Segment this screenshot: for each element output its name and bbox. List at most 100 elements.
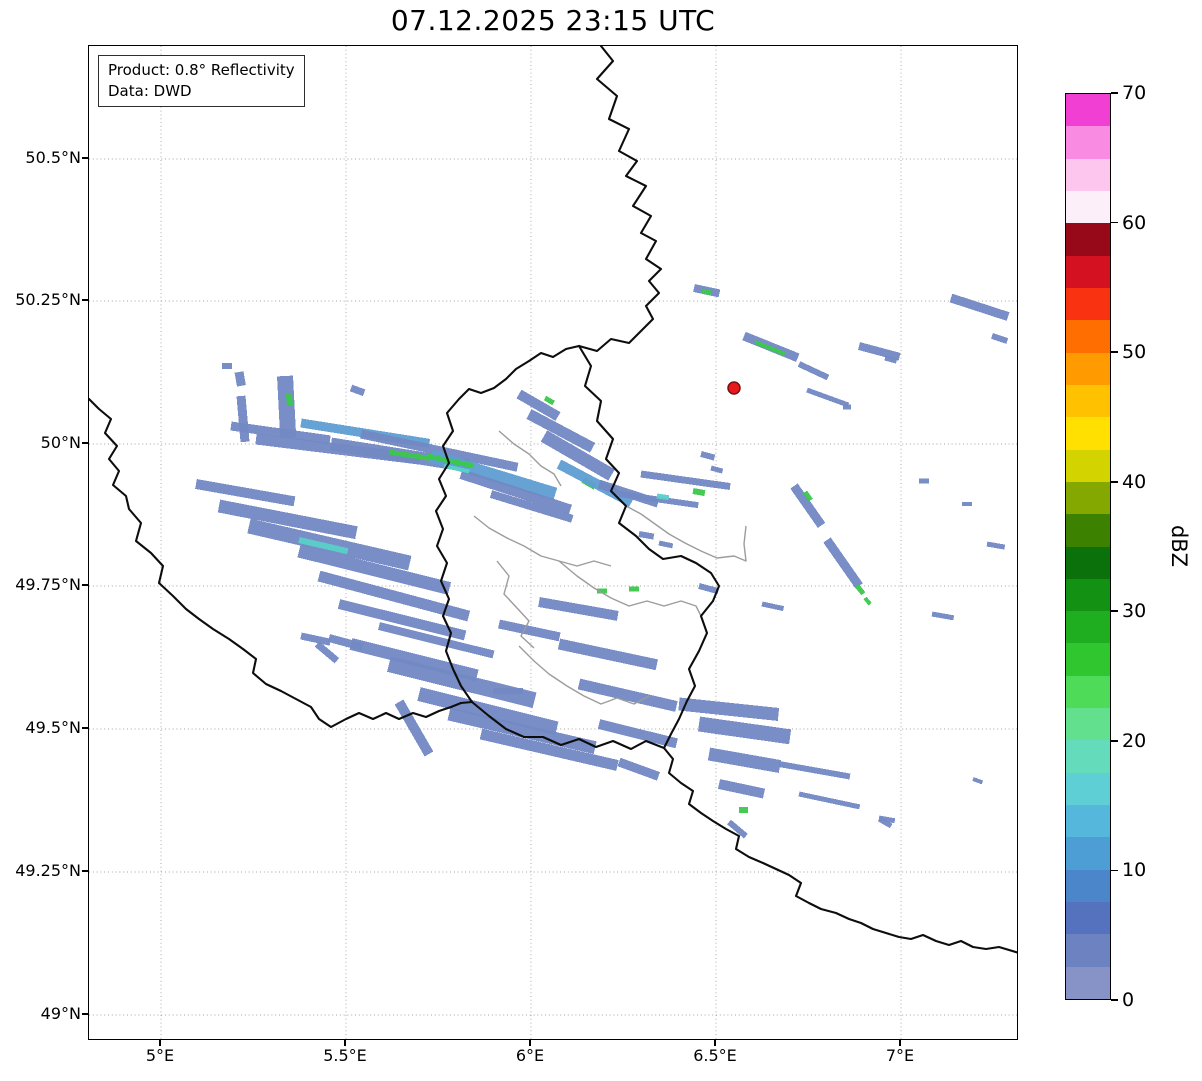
x-tick-mark	[714, 1040, 716, 1046]
radar-echo	[798, 791, 861, 810]
colorbar-tick-label: 70	[1122, 82, 1147, 104]
colorbar-segment	[1066, 578, 1110, 612]
radar-echo	[754, 340, 786, 356]
radar-echo	[701, 288, 712, 296]
radar-echo	[317, 570, 471, 622]
colorbar-segment	[1066, 481, 1110, 515]
radar-echo	[300, 632, 332, 646]
x-tick-label: 5.5°E	[323, 1046, 367, 1065]
colorbar-segment	[1066, 934, 1110, 967]
x-tick-label: 6.5°E	[693, 1046, 737, 1065]
radar-echo	[597, 719, 678, 749]
colorbar-label: dBZ	[1167, 524, 1191, 568]
radar-echo	[378, 622, 495, 659]
y-tick-label: 50.25°N	[15, 290, 81, 309]
radar-echo	[277, 375, 297, 439]
colorbar-tick-mark	[1111, 480, 1118, 483]
radar-echo	[806, 387, 850, 408]
colorbar-segment	[1066, 255, 1110, 288]
y-tick-label: 50.5°N	[25, 148, 81, 167]
product-info-line1: Product: 0.8° Reflectivity	[108, 61, 295, 79]
colorbar-tick-label: 40	[1122, 470, 1147, 493]
radar-echo	[727, 819, 748, 839]
admin-border	[496, 560, 535, 649]
country-border	[577, 46, 663, 353]
colorbar-segment	[1066, 320, 1110, 353]
colorbar-segment	[1066, 837, 1110, 870]
radar-echo	[707, 747, 782, 773]
colorbar-segment	[1066, 611, 1110, 644]
colorbar-gradient	[1066, 94, 1110, 999]
radar-echo	[538, 597, 619, 621]
radar-echo	[700, 451, 716, 461]
y-tick-label: 49.75°N	[15, 575, 81, 594]
radar-echo	[790, 483, 826, 528]
colorbar-segment	[1066, 287, 1110, 321]
radar-echo	[884, 355, 898, 364]
radar-echo	[855, 584, 866, 596]
x-tick-label: 7°E	[885, 1046, 915, 1065]
y-tick-label: 49.5°N	[25, 718, 81, 737]
product-info-box: Product: 0.8° Reflectivity Data: DWD	[98, 55, 305, 108]
y-tick-mark	[82, 157, 88, 159]
colorbar-tick-label: 10	[1122, 859, 1147, 882]
radar-echo	[479, 728, 619, 771]
colorbar-segment	[1066, 740, 1110, 773]
radar-echo	[949, 293, 1010, 321]
colorbar-segment	[1066, 708, 1110, 741]
y-tick-label: 49°N	[40, 1004, 81, 1023]
radar-echo	[498, 619, 561, 642]
colorbar-tick-mark	[1111, 869, 1118, 872]
radar-echo	[697, 716, 792, 745]
product-info-line2: Data: DWD	[108, 81, 192, 100]
colorbar-segment	[1066, 190, 1110, 224]
radar-echo	[236, 395, 250, 443]
y-tick-mark	[82, 299, 88, 301]
colorbar-segment	[1066, 223, 1110, 256]
x-tick-mark	[899, 1040, 901, 1046]
colorbar-tick-mark	[1111, 740, 1118, 742]
radar-echo	[638, 531, 655, 540]
colorbar-segment	[1066, 675, 1110, 709]
colorbar-tick-mark	[1111, 610, 1118, 613]
radar-echo	[778, 761, 851, 780]
map-plot-area: Product: 0.8° Reflectivity Data: DWD	[88, 45, 1018, 1040]
y-tick-label: 49.25°N	[15, 861, 81, 880]
radar-echo	[298, 537, 349, 555]
radar-echo	[443, 464, 470, 474]
colorbar-tick-label: 30	[1122, 600, 1147, 623]
radar-echo	[710, 465, 724, 474]
colorbar-segment	[1066, 966, 1110, 999]
radar-station-marker	[727, 381, 741, 395]
radar-echo	[823, 537, 863, 589]
radar-echo	[658, 540, 674, 549]
radar-echo	[540, 430, 615, 481]
radar-echo	[234, 371, 246, 387]
radar-echo	[314, 641, 340, 664]
y-tick-mark	[82, 584, 88, 586]
admin-border	[518, 645, 650, 705]
colorbar-segment	[1066, 158, 1110, 191]
colorbar-tick-label: 20	[1122, 729, 1147, 752]
colorbar-tick-label: 50	[1122, 341, 1147, 364]
radar-echo	[857, 342, 901, 361]
radar-echo	[459, 469, 572, 515]
country-border	[89, 397, 474, 729]
colorbar-tick-mark	[1111, 351, 1118, 353]
colorbar-segment	[1066, 449, 1110, 482]
radar-echo	[986, 541, 1006, 550]
radar-echo	[863, 596, 872, 606]
y-tick-label: 50°N	[40, 433, 81, 452]
radar-echo	[577, 678, 678, 712]
colorbar-segment	[1066, 352, 1110, 385]
y-tick-mark	[82, 870, 88, 872]
country-border	[434, 344, 721, 751]
radar-echo	[195, 479, 296, 507]
colorbar-segment	[1066, 643, 1110, 676]
country-border	[662, 746, 1017, 954]
radar-echo	[217, 499, 358, 540]
radar-echo	[394, 699, 434, 757]
colorbar-segment	[1066, 805, 1110, 838]
x-tick-label: 6°E	[515, 1046, 545, 1065]
colorbar-segment	[1066, 126, 1110, 159]
